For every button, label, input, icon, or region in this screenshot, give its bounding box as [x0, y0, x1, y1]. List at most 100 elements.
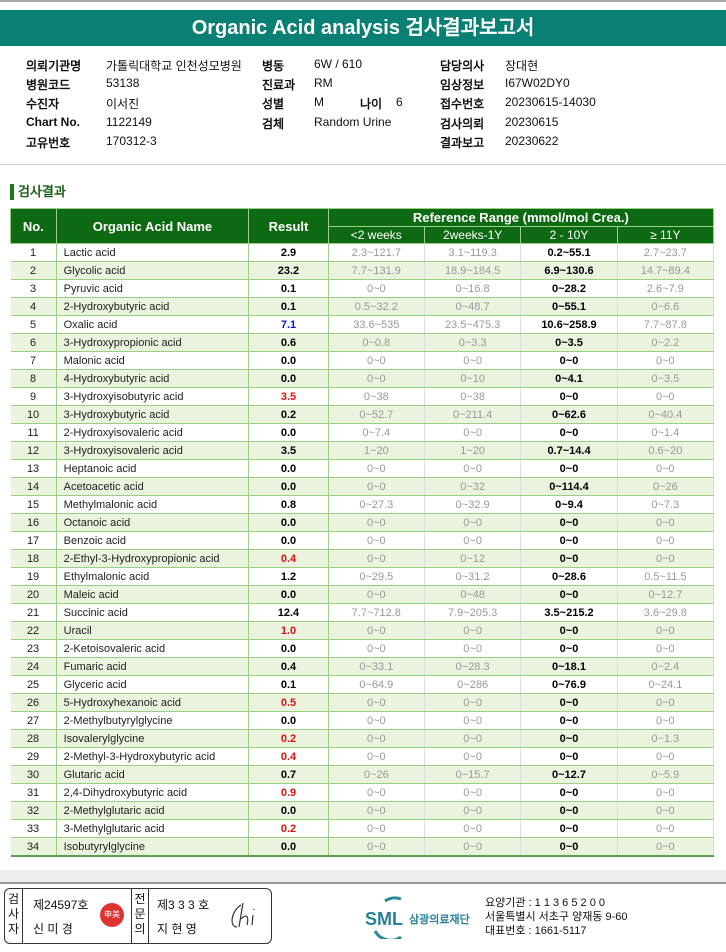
ref-2-10y: 0~12.7 [520, 765, 618, 784]
ref-2weeks-1y: 0~31.2 [424, 567, 522, 586]
ref-2-10y: 0~18.1 [520, 657, 618, 676]
ref-11y-plus: 0~5.9 [617, 765, 715, 784]
row-number: 13 [10, 459, 57, 478]
ref-2weeks-1y: 0~48.7 [424, 297, 522, 316]
ref-2-10y: 0~0 [520, 837, 618, 857]
ref-2-10y: 0~0 [520, 549, 618, 568]
ref-under-2-weeks: 0~0 [328, 279, 425, 298]
ref-11y-plus: 0~7.3 [617, 495, 715, 514]
acid-name: Benzoic acid [55, 531, 250, 550]
ref-2weeks-1y: 0~0 [424, 531, 522, 550]
signature-box: 검사자 제24597호 신 미 경 申美 전문의 제3 3 3 호 지 현 영 [4, 888, 272, 944]
info-field: 병동 [262, 57, 284, 74]
table-row: 17 Benzoic acid 0.0 0~0 0~0 0~0 0~0 [10, 531, 715, 550]
col-ref-2-10y: 2 - 10Y [520, 226, 618, 244]
info-field: 임상정보 [440, 76, 484, 93]
ref-2weeks-1y: 0~0 [424, 729, 522, 748]
section-title: 검사결과 [10, 184, 66, 200]
info-value: 20230615-14030 [505, 95, 596, 109]
ref-2weeks-1y: 0~32 [424, 477, 522, 496]
acid-name: Glycolic acid [55, 261, 250, 280]
result-value: 0.2 [248, 729, 329, 748]
table-row: 12 3-Hydroxyisovaleric acid 3.5 1~20 1~20 0.7… [10, 441, 715, 460]
acid-name: Pyruvic acid [55, 279, 250, 298]
ref-11y-plus: 0~1.3 [617, 729, 715, 748]
row-number: 8 [10, 369, 57, 388]
specialist-license: 제3 3 3 호 [157, 898, 210, 912]
ref-2-10y: 0~114.4 [520, 477, 618, 496]
table-row: 7 Malonic acid 0.0 0~0 0~0 0~0 0~0 [10, 351, 715, 370]
table-row: 10 3-Hydroxybutyric acid 0.2 0~52.7 0~211.4 0… [10, 405, 715, 424]
ref-2-10y: 0~0 [520, 459, 618, 478]
acid-name: Octanoic acid [55, 513, 250, 532]
result-value: 7.1 [248, 315, 329, 334]
row-number: 34 [10, 837, 57, 857]
acid-name: Succinic acid [55, 603, 250, 622]
ref-2weeks-1y: 0~15.7 [424, 765, 522, 784]
examiner-label: 검사자 [5, 889, 23, 943]
info-field: 검사의뢰 [440, 115, 484, 132]
result-value: 0.0 [248, 423, 329, 442]
ref-11y-plus: 0~24.1 [617, 675, 715, 694]
result-value: 0.9 [248, 783, 329, 802]
table-row: 11 2-Hydroxyisovaleric acid 0.0 0~7.4 0~0 0~0… [10, 423, 715, 442]
ref-11y-plus: 0~0 [617, 531, 715, 550]
ref-11y-plus: 7.7~87.8 [617, 315, 715, 334]
ref-under-2-weeks: 0~0 [328, 531, 425, 550]
ref-2-10y: 0~0 [520, 729, 618, 748]
result-value: 0.0 [248, 351, 329, 370]
ref-2-10y: 0~0 [520, 585, 618, 604]
ref-under-2-weeks: 0.5~32.2 [328, 297, 425, 316]
row-number: 10 [10, 405, 57, 424]
row-number: 27 [10, 711, 57, 730]
ref-2weeks-1y: 0~32.9 [424, 495, 522, 514]
table-row: 31 2,4-Dihydroxybutyric acid 0.9 0~0 0~0 0~0 0… [10, 783, 715, 802]
acid-name: 3-Hydroxypropionic acid [55, 333, 250, 352]
ref-under-2-weeks: 0~29.5 [328, 567, 425, 586]
result-value: 0.4 [248, 549, 329, 568]
ref-11y-plus: 0~0 [617, 639, 715, 658]
info-value: RM [314, 76, 333, 90]
ref-2-10y: 0~0 [520, 351, 618, 370]
row-number: 15 [10, 495, 57, 514]
table-row: 23 2-Ketoisovaleric acid 0.0 0~0 0~0 0~0 0~0 [10, 639, 715, 658]
info-label: 의뢰기관명 [26, 59, 82, 73]
row-number: 17 [10, 531, 57, 550]
table-row: 5 Oxalic acid 7.1 33.6~535 23.5~475.3 10.6~25… [10, 315, 715, 334]
row-number: 22 [10, 621, 57, 640]
table-row: 3 Pyruvic acid 0.1 0~0 0~16.8 0~28.2 2.6~7.9 [10, 279, 715, 298]
info-value: 6 [396, 95, 403, 109]
acid-name: Malonic acid [55, 351, 250, 370]
result-value: 0.0 [248, 711, 329, 730]
result-value: 0.0 [248, 531, 329, 550]
info-value: 장대현 [505, 59, 539, 73]
info-label: 담당의사 [440, 59, 485, 73]
result-value: 0.4 [248, 657, 329, 676]
row-number: 29 [10, 747, 57, 766]
ref-2-10y: 0.7~14.4 [520, 441, 618, 460]
table-row: 14 Acetoacetic acid 0.0 0~0 0~32 0~114.4 0~26 [10, 477, 715, 496]
ref-under-2-weeks: 7.7~131.9 [328, 261, 425, 280]
ref-11y-plus: 0~0 [617, 459, 715, 478]
ref-11y-plus: 0~26 [617, 477, 715, 496]
ref-under-2-weeks: 0~0 [328, 801, 425, 820]
table-row: 16 Octanoic acid 0.0 0~0 0~0 0~0 0~0 [10, 513, 715, 532]
address: 서울특별시 서초구 양재동 9-60 [485, 911, 628, 923]
ref-11y-plus: 14.7~89.4 [617, 261, 715, 280]
ref-2-10y: 0~55.1 [520, 297, 618, 316]
table-row: 28 Isovalerylglycine 0.2 0~0 0~0 0~0 0~1.3 [10, 729, 715, 748]
svg-text:SML: SML [365, 909, 403, 929]
row-number: 11 [10, 423, 57, 442]
info-value: 20230615 [505, 115, 559, 129]
result-value: 0.1 [248, 297, 329, 316]
acid-name: 2,4-Dihydroxybutyric acid [55, 783, 250, 802]
ref-under-2-weeks: 0~64.9 [328, 675, 425, 694]
row-number: 19 [10, 567, 57, 586]
ref-under-2-weeks: 0~0 [328, 747, 425, 766]
result-value: 2.9 [248, 243, 329, 262]
info-label: 결과보고 [440, 136, 485, 150]
info-label: 진료과 [262, 78, 296, 92]
result-value: 0.6 [248, 333, 329, 352]
ref-2-10y: 0~0 [520, 819, 618, 838]
specialist-label: 전문의 [131, 889, 149, 943]
